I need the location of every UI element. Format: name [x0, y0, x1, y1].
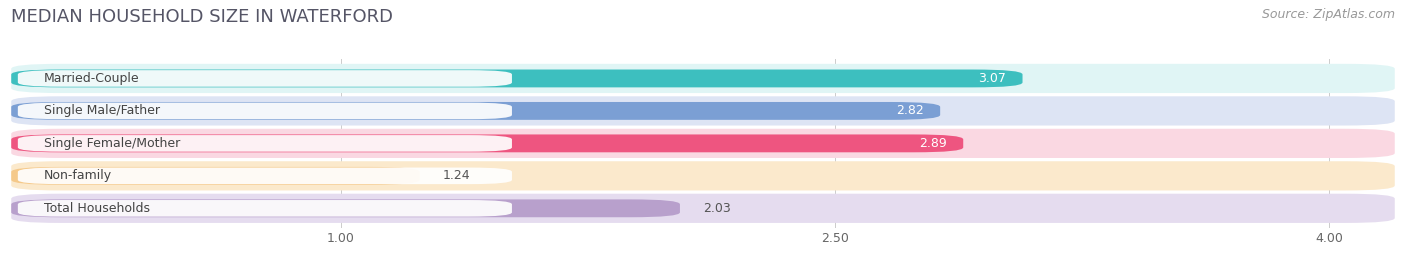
FancyBboxPatch shape — [11, 161, 1395, 191]
FancyBboxPatch shape — [11, 96, 1395, 125]
Text: Single Female/Mother: Single Female/Mother — [44, 137, 180, 150]
FancyBboxPatch shape — [18, 70, 512, 87]
FancyBboxPatch shape — [11, 199, 681, 217]
FancyBboxPatch shape — [11, 69, 1022, 87]
Text: 2.03: 2.03 — [703, 202, 731, 215]
FancyBboxPatch shape — [11, 102, 941, 120]
Text: 1.24: 1.24 — [443, 169, 471, 182]
Text: Single Male/Father: Single Male/Father — [44, 105, 160, 117]
Text: MEDIAN HOUSEHOLD SIZE IN WATERFORD: MEDIAN HOUSEHOLD SIZE IN WATERFORD — [11, 8, 394, 26]
FancyBboxPatch shape — [18, 103, 512, 119]
Text: Married-Couple: Married-Couple — [44, 72, 139, 85]
Text: 2.89: 2.89 — [920, 137, 946, 150]
FancyBboxPatch shape — [11, 129, 1395, 158]
Text: Source: ZipAtlas.com: Source: ZipAtlas.com — [1261, 8, 1395, 21]
FancyBboxPatch shape — [18, 135, 512, 152]
FancyBboxPatch shape — [11, 167, 420, 185]
FancyBboxPatch shape — [11, 135, 963, 152]
Text: Non-family: Non-family — [44, 169, 112, 182]
FancyBboxPatch shape — [18, 168, 512, 184]
Text: Total Households: Total Households — [44, 202, 150, 215]
Text: 2.82: 2.82 — [896, 105, 924, 117]
FancyBboxPatch shape — [18, 200, 512, 217]
FancyBboxPatch shape — [11, 64, 1395, 93]
Text: 3.07: 3.07 — [979, 72, 1007, 85]
FancyBboxPatch shape — [11, 194, 1395, 223]
